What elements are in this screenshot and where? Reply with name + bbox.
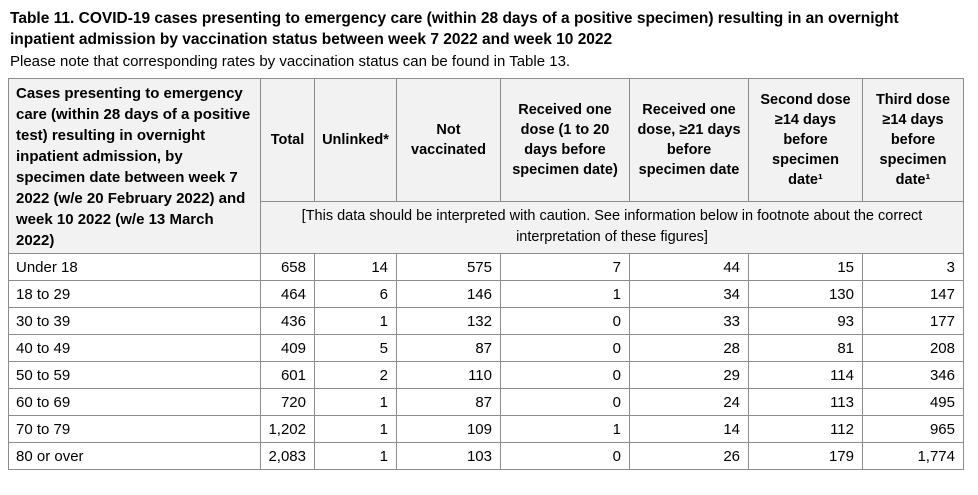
- age-group-label: 70 to 79: [8, 415, 261, 443]
- case-count-cell: 2: [314, 361, 397, 389]
- case-count-cell: 1: [314, 442, 397, 470]
- case-count-cell: 112: [748, 415, 863, 443]
- table-row: Under 18 658 14 575 7 44 15 3: [8, 253, 964, 281]
- case-count-cell: 6: [314, 280, 397, 308]
- table-row: 18 to 29 464 6 146 1 34 130 147: [8, 280, 964, 308]
- case-count-cell: 0: [500, 307, 630, 335]
- table-row: 80 or over 2,083 1 103 0 26 179 1,774: [8, 442, 964, 470]
- column-header-one-dose-1-to-20-days: Received one dose (1 to 20 days before s…: [500, 78, 630, 202]
- case-count-cell: 720: [260, 388, 315, 416]
- column-header-unlinked: Unlinked*: [314, 78, 397, 202]
- case-count-cell: 15: [748, 253, 863, 281]
- age-group-label: 18 to 29: [8, 280, 261, 308]
- case-count-cell: 601: [260, 361, 315, 389]
- case-count-cell: 132: [396, 307, 501, 335]
- case-count-cell: 28: [629, 334, 749, 362]
- column-header-third-dose: Third dose ≥14 days before specimen date…: [862, 78, 964, 202]
- covid-admissions-table: Cases presenting to emergency care (with…: [8, 78, 964, 470]
- case-count-cell: 177: [862, 307, 964, 335]
- table-description-header: Cases presenting to emergency care (with…: [8, 78, 261, 254]
- case-count-cell: 436: [260, 307, 315, 335]
- case-count-cell: 1: [314, 307, 397, 335]
- case-count-cell: 93: [748, 307, 863, 335]
- case-count-cell: 146: [396, 280, 501, 308]
- case-count-cell: 0: [500, 442, 630, 470]
- case-count-cell: 1: [314, 388, 397, 416]
- case-count-cell: 87: [396, 334, 501, 362]
- case-count-cell: 87: [396, 388, 501, 416]
- column-header-not-vaccinated: Not vaccinated: [396, 78, 501, 202]
- case-count-cell: 3: [862, 253, 964, 281]
- table-row: 60 to 69 720 1 87 0 24 113 495: [8, 388, 964, 416]
- case-count-cell: 346: [862, 361, 964, 389]
- case-count-cell: 495: [862, 388, 964, 416]
- case-count-cell: 109: [396, 415, 501, 443]
- age-group-label: 60 to 69: [8, 388, 261, 416]
- case-count-cell: 208: [862, 334, 964, 362]
- header-row: Cases presenting to emergency care (with…: [8, 78, 964, 254]
- case-count-cell: 965: [862, 415, 964, 443]
- caution-note: [This data should be interpreted with ca…: [260, 200, 964, 255]
- case-count-cell: 0: [500, 334, 630, 362]
- case-count-cell: 5: [314, 334, 397, 362]
- case-count-cell: 147: [862, 280, 964, 308]
- case-count-cell: 0: [500, 361, 630, 389]
- case-count-cell: 658: [260, 253, 315, 281]
- column-header-second-dose: Second dose ≥14 days before specimen dat…: [748, 78, 863, 202]
- age-group-label: 80 or over: [8, 442, 261, 470]
- case-count-cell: 1: [500, 280, 630, 308]
- age-group-label: 50 to 59: [8, 361, 261, 389]
- case-count-cell: 44: [629, 253, 749, 281]
- case-count-cell: 113: [748, 388, 863, 416]
- caution-row: [This data should be interpreted with ca…: [9, 200, 964, 255]
- column-header-total: Total: [260, 78, 315, 202]
- case-count-cell: 179: [748, 442, 863, 470]
- table-row: 40 to 49 409 5 87 0 28 81 208: [8, 334, 964, 362]
- case-count-cell: 1,202: [260, 415, 315, 443]
- table-row: 70 to 79 1,202 1 109 1 14 112 965: [8, 415, 964, 443]
- table-row: 50 to 59 601 2 110 0 29 114 346: [8, 361, 964, 389]
- case-count-cell: 103: [396, 442, 501, 470]
- case-count-cell: 114: [748, 361, 863, 389]
- case-count-cell: 14: [314, 253, 397, 281]
- case-count-cell: 2,083: [260, 442, 315, 470]
- case-count-cell: 29: [629, 361, 749, 389]
- case-count-cell: 0: [500, 388, 630, 416]
- case-count-cell: 1,774: [862, 442, 964, 470]
- column-header-one-dose-21-plus-days: Received one dose, ≥21 days before speci…: [629, 78, 749, 202]
- table-body: Under 18 658 14 575 7 44 15 3 18 to 29 464 6 146 1 34…: [8, 253, 964, 470]
- case-count-cell: 81: [748, 334, 863, 362]
- case-count-cell: 464: [260, 280, 315, 308]
- case-count-cell: 24: [629, 388, 749, 416]
- case-count-cell: 7: [500, 253, 630, 281]
- age-group-label: 40 to 49: [8, 334, 261, 362]
- table-title: Table 11. COVID-19 cases presenting to e…: [10, 10, 899, 48]
- age-group-label: 30 to 39: [8, 307, 261, 335]
- case-count-cell: 33: [629, 307, 749, 335]
- case-count-cell: 1: [500, 415, 630, 443]
- table-note: Please note that corresponding rates by …: [10, 53, 571, 70]
- case-count-cell: 34: [629, 280, 749, 308]
- case-count-cell: 409: [260, 334, 315, 362]
- age-group-label: Under 18: [8, 253, 261, 281]
- table-row: 30 to 39 436 1 132 0 33 93 177: [8, 307, 964, 335]
- case-count-cell: 14: [629, 415, 749, 443]
- case-count-cell: 575: [396, 253, 501, 281]
- table-header: Cases presenting to emergency care (with…: [8, 78, 964, 255]
- case-count-cell: 110: [396, 361, 501, 389]
- case-count-cell: 26: [629, 442, 749, 470]
- case-count-cell: 130: [748, 280, 863, 308]
- case-count-cell: 1: [314, 415, 397, 443]
